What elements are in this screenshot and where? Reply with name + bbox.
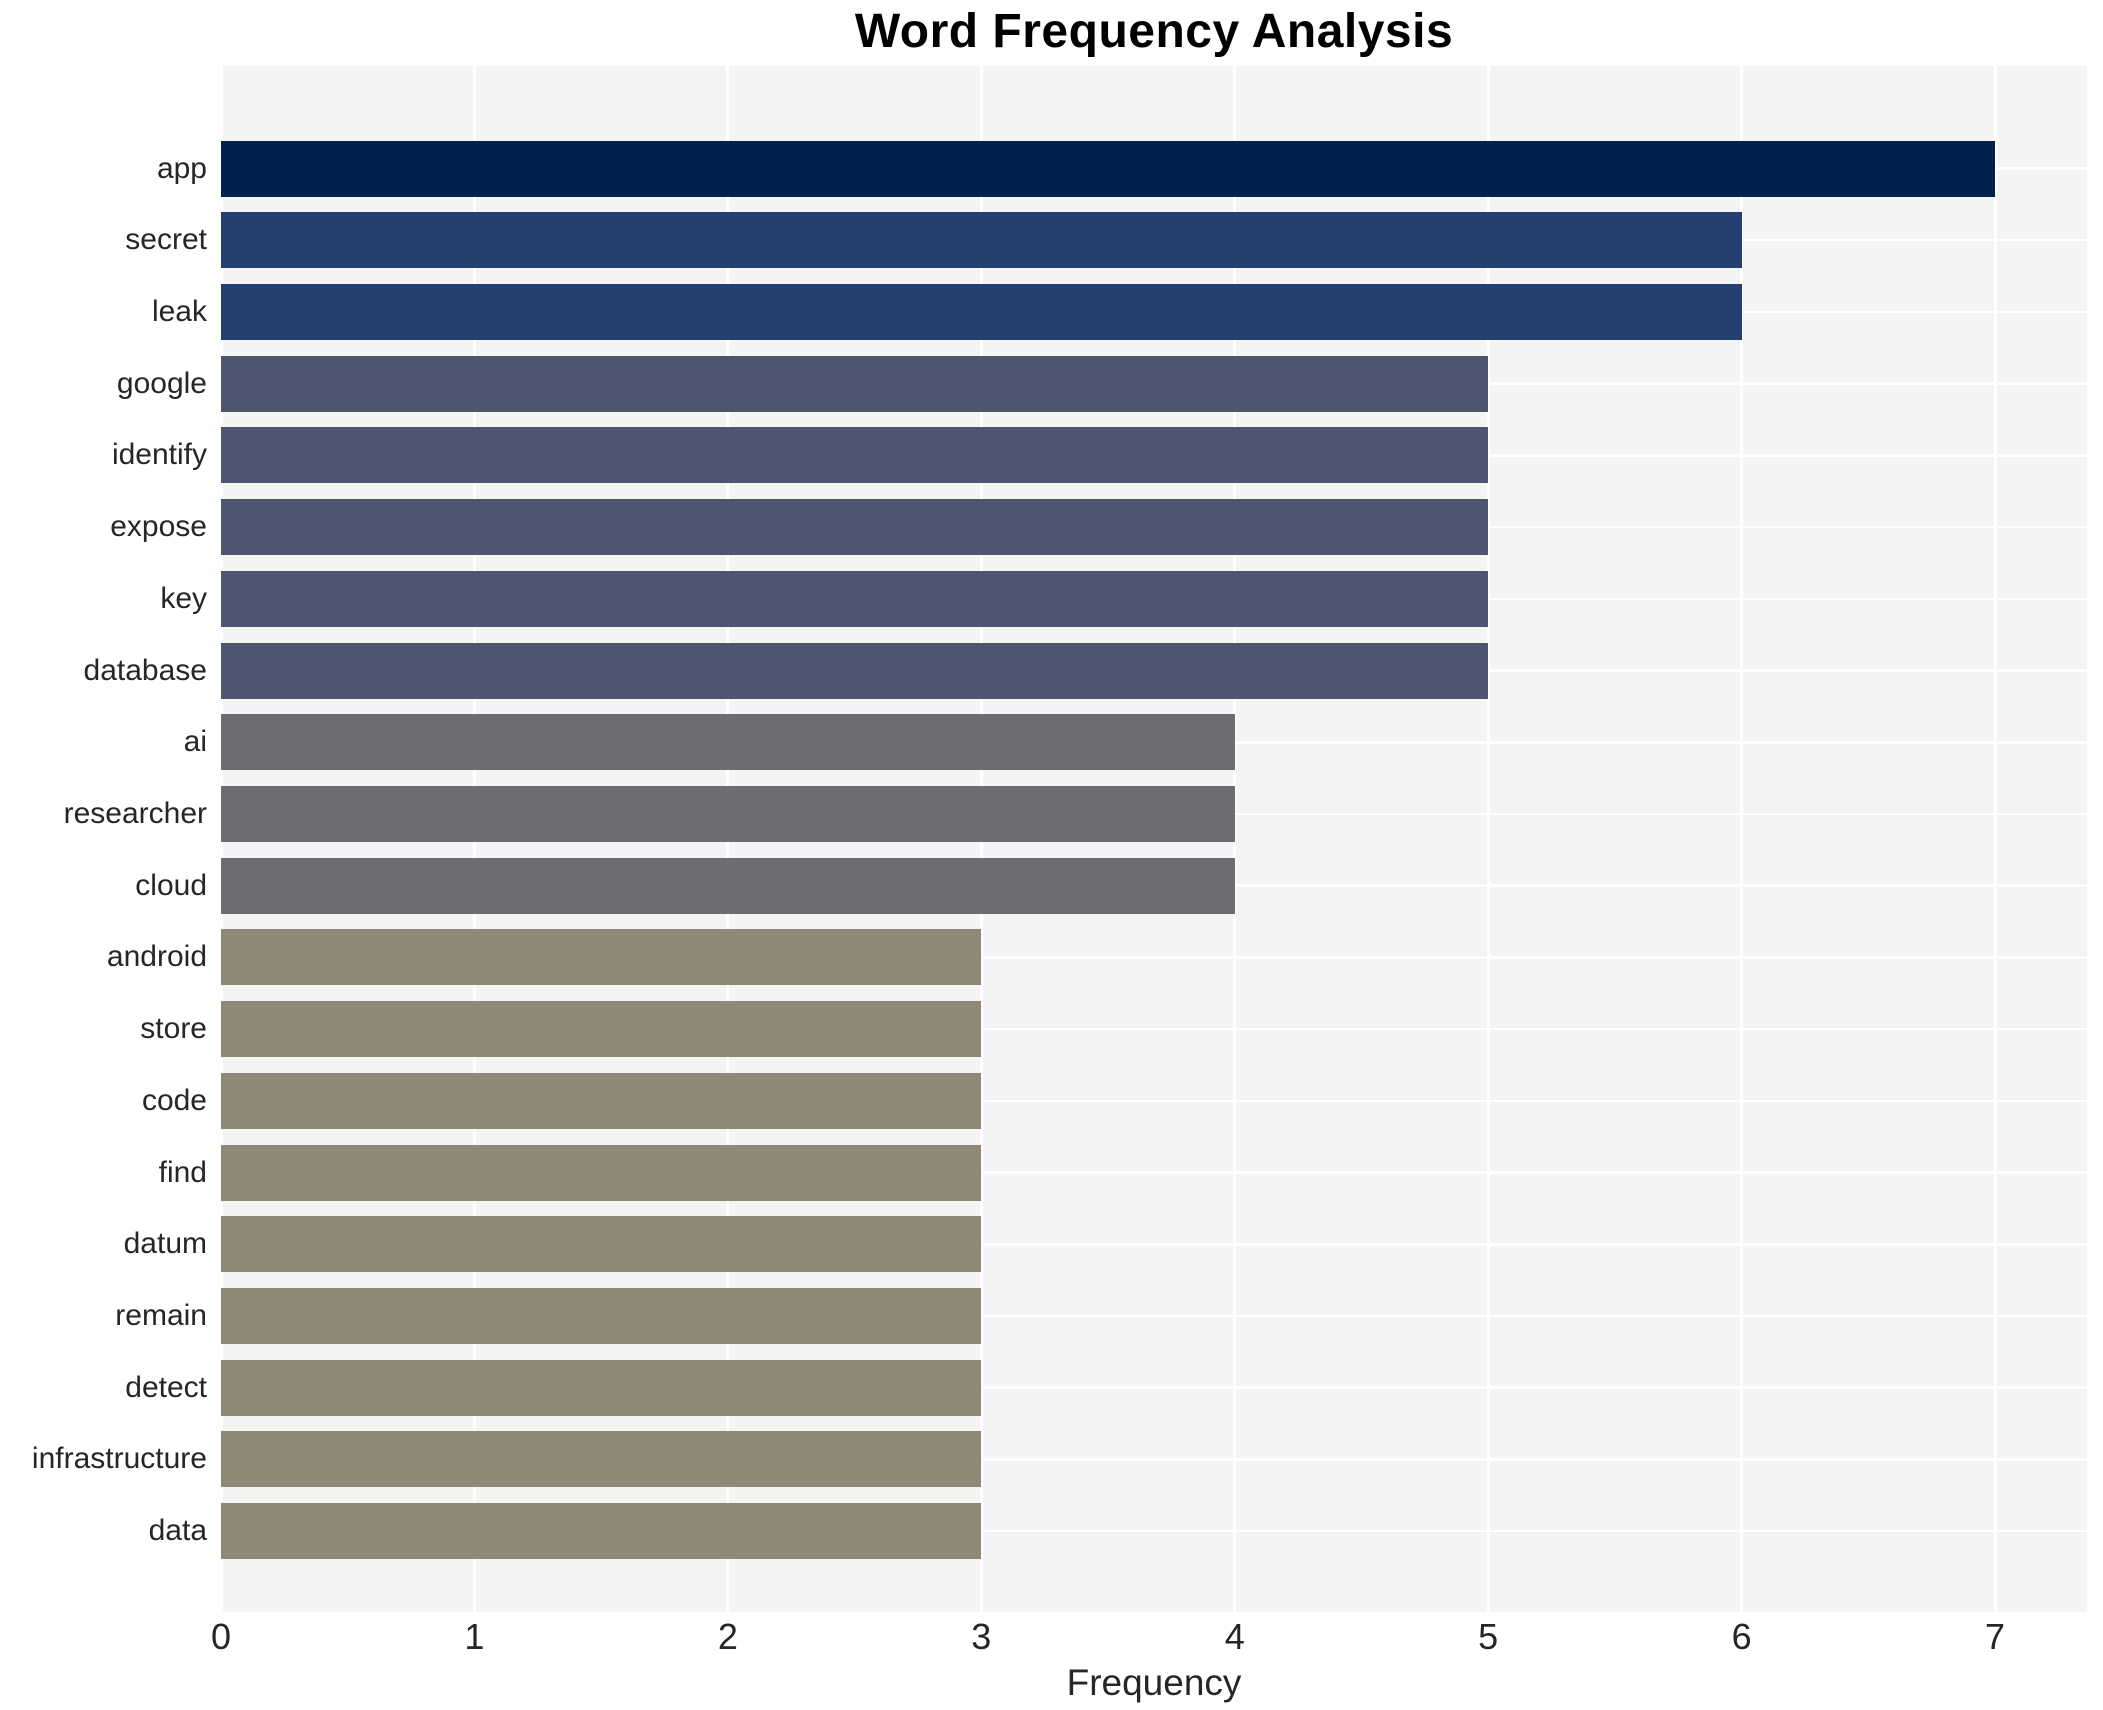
plot-area (219, 66, 2087, 1612)
bar (221, 929, 982, 986)
bar (221, 570, 1489, 627)
x-axis-label: Frequency (1066, 1662, 1242, 1703)
y-axis-label: ai (183, 725, 207, 759)
gridline-horizontal (221, 1027, 2087, 1031)
y-axis-label: app (156, 151, 207, 185)
y-axis-label: expose (110, 510, 207, 544)
x-tick-label: 1 (464, 1616, 485, 1657)
bar (221, 857, 1235, 914)
y-axis-label: google (116, 366, 207, 400)
y-axis-label: android (106, 940, 207, 974)
y-axis-label: infrastructure (31, 1442, 207, 1476)
y-axis-label: detect (125, 1370, 207, 1404)
x-tick-label: 3 (971, 1616, 992, 1657)
y-axis-label: key (160, 581, 207, 615)
chart-title: Word Frequency Analysis (854, 5, 1454, 58)
y-axis-label: cloud (135, 868, 207, 902)
gridline-horizontal (221, 1458, 2087, 1461)
gridline-horizontal (221, 1529, 2087, 1533)
gridline-vertical (1993, 66, 1997, 1612)
bar (221, 355, 1489, 412)
y-axis-label: database (83, 653, 207, 687)
y-axis-label: identify (111, 438, 207, 472)
gridline-horizontal (221, 1386, 2087, 1389)
bar (221, 1431, 982, 1488)
bar (221, 714, 1235, 771)
y-axis-label: store (140, 1012, 207, 1046)
gridline-horizontal (221, 1171, 2087, 1174)
bar (221, 642, 1489, 699)
y-axis-label: data (148, 1514, 207, 1548)
bar (221, 427, 1489, 484)
bar (221, 1072, 982, 1129)
y-axis-label: code (141, 1083, 207, 1117)
gridline-vertical (1486, 66, 1490, 1612)
gridline-horizontal (221, 1314, 2087, 1318)
gridline-horizontal (221, 956, 2087, 959)
bar (221, 140, 1995, 197)
gridline-horizontal (221, 1099, 2087, 1103)
gridline-horizontal (221, 1243, 2087, 1246)
bar (221, 1503, 982, 1560)
bar (221, 1216, 982, 1273)
bar (221, 1288, 982, 1345)
bar (221, 212, 1742, 269)
bar (221, 785, 1235, 842)
bar (221, 283, 1742, 340)
bar (221, 499, 1489, 556)
gridline-vertical (1233, 66, 1237, 1612)
x-tick-label: 5 (1478, 1616, 1499, 1657)
x-tick-label: 0 (210, 1616, 232, 1657)
x-tick-label: 2 (717, 1616, 738, 1657)
y-axis-label: remain (115, 1299, 207, 1333)
y-axis-label: find (158, 1155, 207, 1189)
x-tick-label: 4 (1224, 1616, 1245, 1657)
bar (221, 1359, 982, 1416)
y-axis-label: datum (123, 1227, 207, 1261)
y-axis-label: researcher (63, 796, 207, 830)
bar (221, 1001, 982, 1058)
y-axis-label: leak (151, 294, 207, 328)
x-tick-label: 6 (1731, 1616, 1752, 1657)
gridline-vertical (1740, 66, 1744, 1612)
x-tick-label: 7 (1984, 1616, 2006, 1657)
y-axis-label: secret (125, 223, 207, 257)
bar (221, 1144, 982, 1201)
